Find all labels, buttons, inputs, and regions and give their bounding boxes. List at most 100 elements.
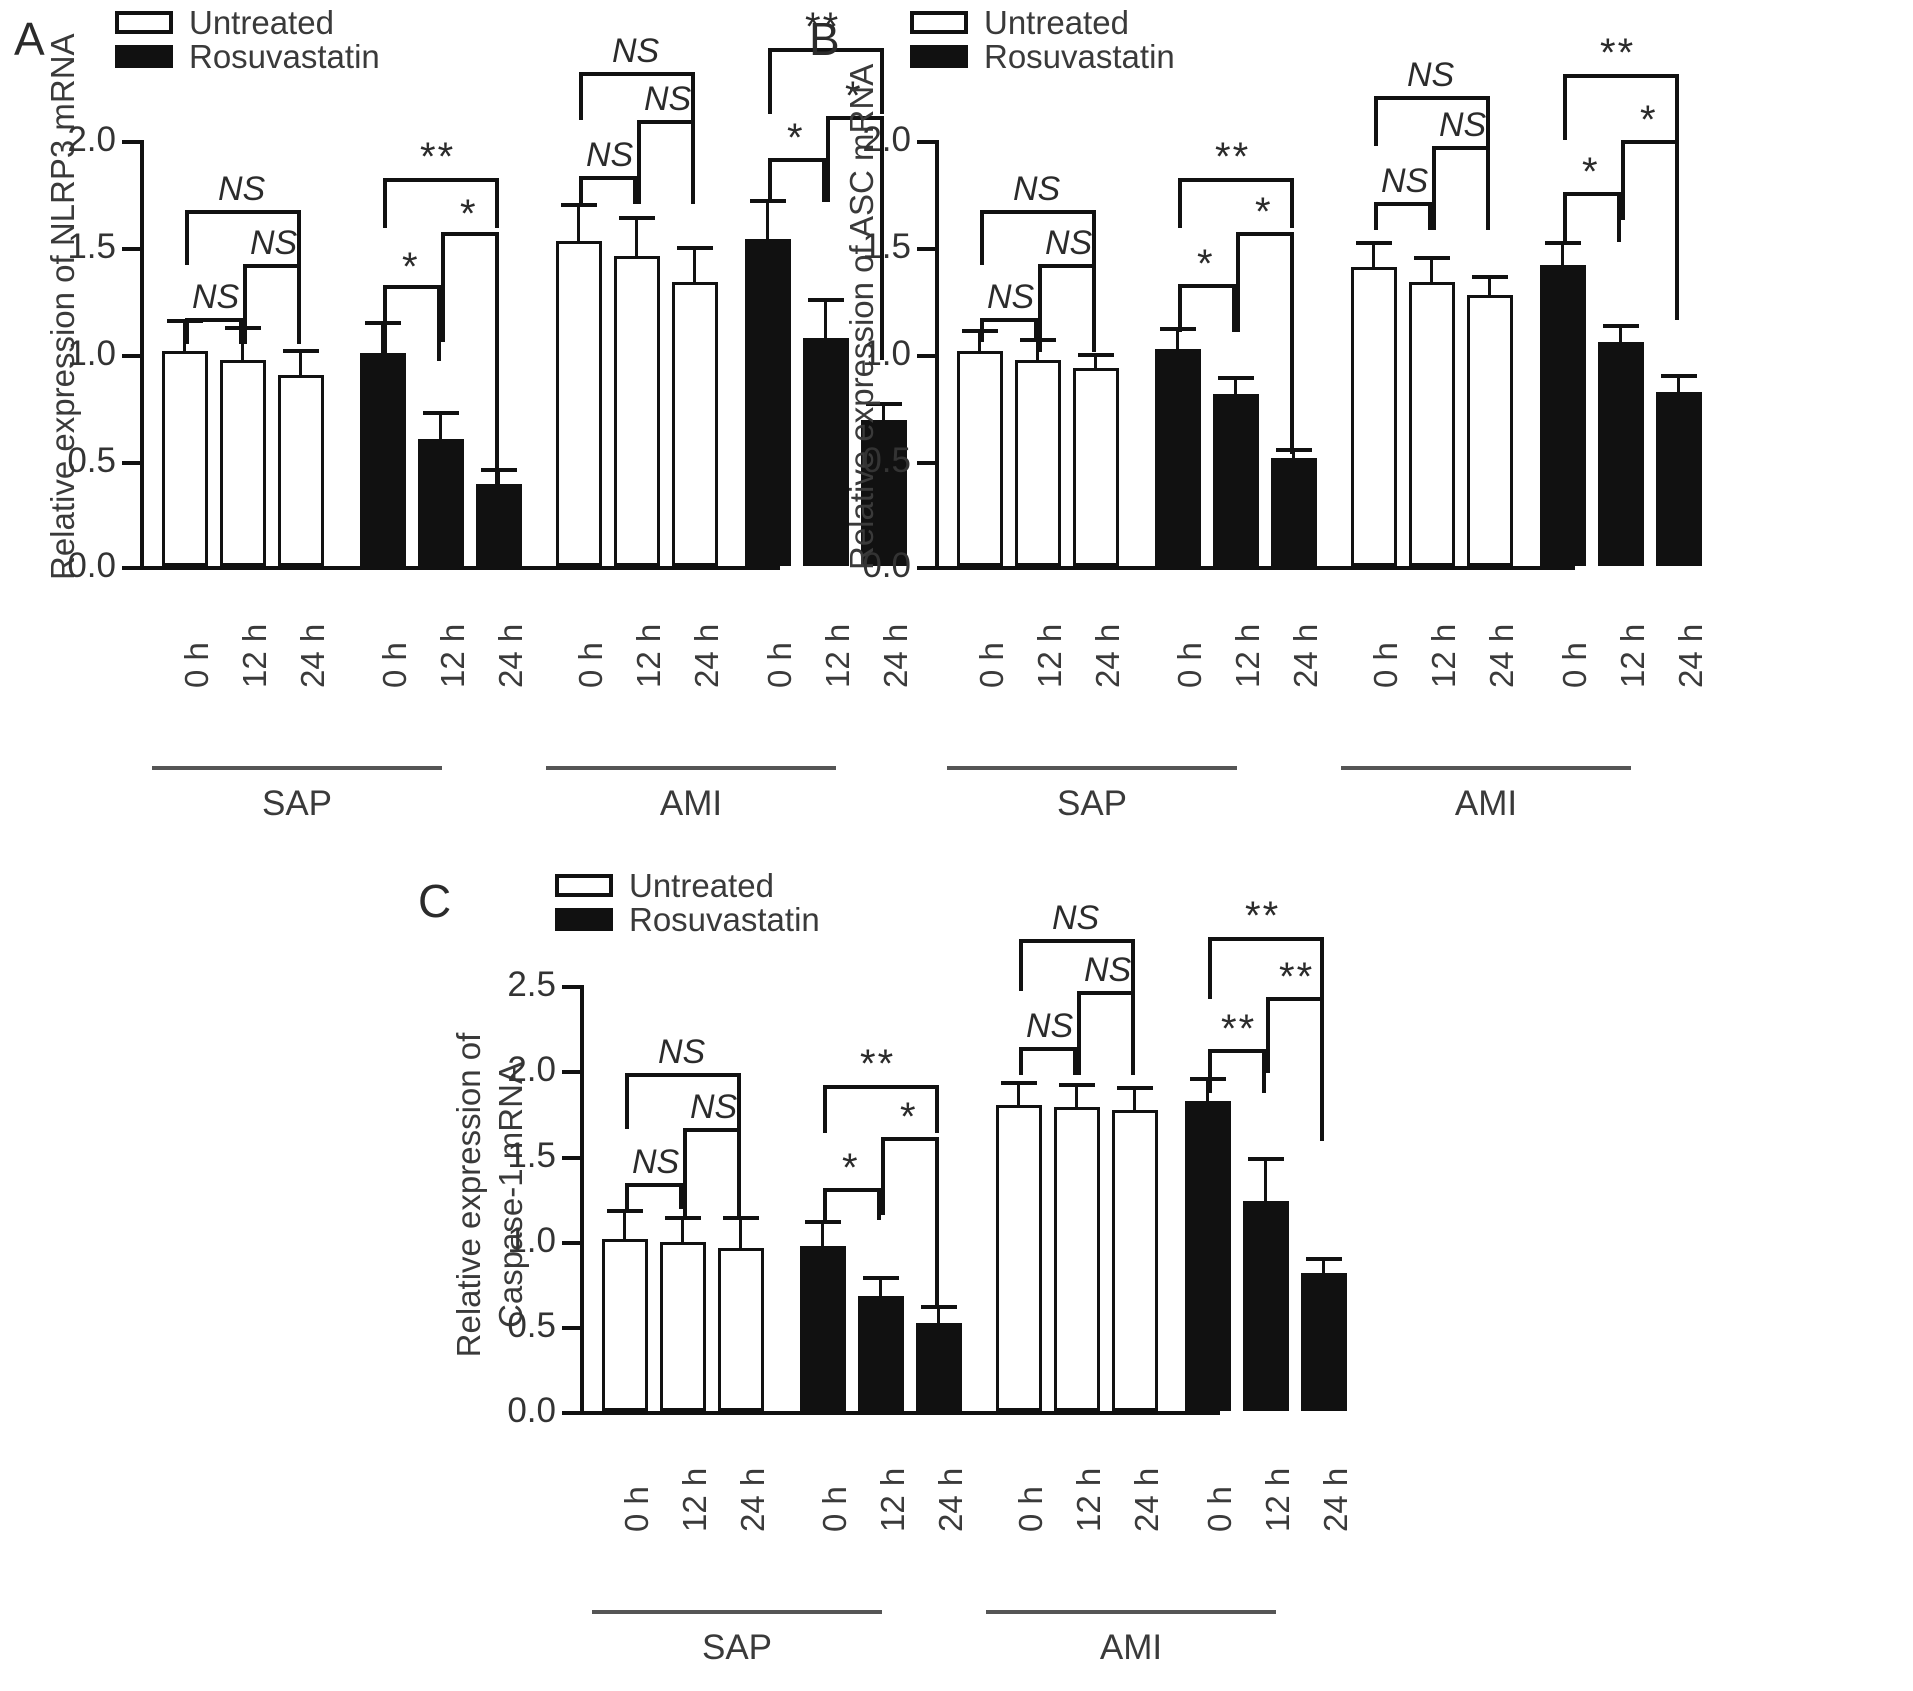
xtick-c-amir-12h: 12 h bbox=[1259, 1467, 1296, 1532]
errorbar-sap-rosuvastatin-24h bbox=[1292, 450, 1295, 458]
panel-b-ticklabel-1: 0.5 bbox=[862, 441, 911, 480]
panel-c-tick-0.5 bbox=[562, 1326, 580, 1330]
sigbracket-c-sap-u-0-12 bbox=[625, 1183, 683, 1209]
errorbar-ami-rosuvastatin-0h bbox=[1206, 1079, 1209, 1101]
bar-ami-rosuvastatin-12h bbox=[803, 338, 849, 566]
panel-a-x-axis bbox=[140, 566, 780, 570]
panel-a-plot: 2.0 1.5 1.0 0.5 0.0 bbox=[67, 7, 907, 583]
xtick-a-ami-0h: 0 h bbox=[572, 642, 609, 688]
errorbar-ami-rosuvastatin-0h bbox=[1561, 243, 1564, 265]
panel-a-y-axis bbox=[140, 140, 144, 570]
panel-b-plot: 2.0 1.5 1.0 0.5 0.0 bbox=[862, 33, 1702, 583]
panel-b-ticklabel-0: 0.0 bbox=[862, 546, 911, 585]
bar-sap-untreated-24h bbox=[718, 1248, 764, 1411]
bar-sap-untreated-0h bbox=[957, 351, 1003, 566]
bar-sap-untreated-12h bbox=[660, 1242, 706, 1411]
errorbar-ami-untreated-12h bbox=[1075, 1085, 1078, 1107]
panel-b-tick-1.5 bbox=[917, 247, 935, 251]
errorcap-ami-rosuvastatin-0h bbox=[1545, 241, 1581, 245]
panel-c-tick-2.5 bbox=[562, 985, 580, 989]
errorbar-sap-rosuvastatin-0h bbox=[381, 323, 384, 353]
panel-b-tick-0.5 bbox=[917, 461, 935, 465]
siglabel-b-sap-r-0-24: ** bbox=[1215, 135, 1251, 179]
sigbracket-b-ami-u-0-24 bbox=[1374, 96, 1490, 146]
errorcap-ami-rosuvastatin-24h bbox=[1306, 1257, 1342, 1261]
errorbar-ami-rosuvastatin-24h bbox=[1677, 376, 1680, 392]
errorcap-ami-untreated-12h bbox=[619, 216, 655, 220]
sigbracket-a-sap-u-0-12 bbox=[185, 318, 243, 344]
siglabel-b-ami-r-12-24: * bbox=[1640, 98, 1658, 142]
panel-c-tick-1.0 bbox=[562, 1241, 580, 1245]
errorcap-sap-rosuvastatin-24h bbox=[481, 468, 517, 472]
sigbracket-a-ami-r-0-24 bbox=[768, 48, 884, 114]
bar-ami-rosuvastatin-24h bbox=[1656, 392, 1702, 566]
siglabel-c-sap-u-0-12: NS bbox=[632, 1143, 680, 1181]
sigbracket-c-ami-u-12-24 bbox=[1077, 991, 1135, 1075]
panel-a-ticklabel-4: 2.0 bbox=[67, 120, 116, 159]
siglabel-b-ami-r-0-24: ** bbox=[1600, 31, 1636, 75]
legend-label-rosuvastatin: Rosuvastatin bbox=[629, 900, 820, 938]
sigbracket-a-ami-r-0-12 bbox=[768, 158, 826, 202]
panel-b-tick-1.0 bbox=[917, 354, 935, 358]
sigbracket-a-ami-r-12-24 bbox=[826, 116, 884, 360]
bar-sap-untreated-24h bbox=[1073, 368, 1119, 566]
bar-ami-rosuvastatin-0h bbox=[745, 239, 791, 566]
siglabel-a-sap-r-12-24: * bbox=[460, 192, 478, 236]
panel-a-tick-2.0 bbox=[122, 140, 140, 144]
siglabel-c-ami-r-0-12: ** bbox=[1221, 1007, 1257, 1051]
xtick-c-ami-12h: 12 h bbox=[1070, 1467, 1107, 1532]
legend-row-rosuvastatin: Rosuvastatin bbox=[115, 39, 380, 73]
xtick-b-sapr-24h: 24 h bbox=[1287, 623, 1324, 688]
legend-label-rosuvastatin: Rosuvastatin bbox=[189, 37, 380, 75]
errorcap-sap-rosuvastatin-24h bbox=[921, 1305, 957, 1309]
xtick-b-amir-24h: 24 h bbox=[1672, 623, 1709, 688]
panel-c-ticklabel-5: 2.5 bbox=[507, 965, 556, 1004]
legend-row-untreated: Untreated bbox=[555, 868, 820, 902]
errorcap-ami-untreated-0h bbox=[1001, 1081, 1037, 1085]
sigbracket-c-ami-r-0-24 bbox=[1208, 937, 1324, 999]
sigbracket-c-ami-u-0-24 bbox=[1019, 939, 1135, 991]
errorbar-ami-rosuvastatin-12h bbox=[824, 300, 827, 338]
bar-ami-rosuvastatin-24h bbox=[861, 420, 907, 566]
group-label-b-ami: AMI bbox=[1454, 784, 1518, 823]
errorbar-sap-rosuvastatin-12h bbox=[439, 413, 442, 439]
legend-row-untreated: Untreated bbox=[910, 5, 1175, 39]
bar-ami-rosuvastatin-12h bbox=[1598, 342, 1644, 566]
errorcap-sap-untreated-12h bbox=[665, 1216, 701, 1220]
sigbracket-a-sap-u-0-24 bbox=[185, 210, 301, 265]
legend-swatch-rosuvastatin-icon bbox=[115, 44, 173, 68]
errorbar-sap-rosuvastatin-12h bbox=[1234, 378, 1237, 394]
group-label-c-sap: SAP bbox=[701, 1628, 773, 1667]
xtick-b-ami-24h: 24 h bbox=[1483, 623, 1520, 688]
errorbar-sap-untreated-24h bbox=[1094, 355, 1097, 368]
group-label-a-ami: AMI bbox=[659, 784, 723, 823]
bar-sap-untreated-0h bbox=[162, 351, 208, 566]
panel-b-y-axis bbox=[935, 140, 939, 570]
panel-a-tick-1.0 bbox=[122, 354, 140, 358]
errorcap-ami-untreated-12h bbox=[1059, 1083, 1095, 1087]
panel-b-tick-0.0 bbox=[917, 566, 935, 570]
errorbar-sap-untreated-0h bbox=[183, 321, 186, 351]
sigbracket-b-sap-u-0-24 bbox=[980, 210, 1096, 265]
siglabel-a-sap-u-0-12: NS bbox=[192, 278, 240, 316]
xtick-a-sapr-12h: 12 h bbox=[434, 623, 471, 688]
errorbar-ami-untreated-0h bbox=[1017, 1083, 1020, 1105]
panel-c-letter: C bbox=[418, 875, 452, 927]
panel-a-letter: A bbox=[14, 13, 45, 65]
errorbar-ami-rosuvastatin-24h bbox=[1322, 1259, 1325, 1273]
siglabel-b-sap-r-0-12: * bbox=[1197, 242, 1215, 286]
bar-sap-rosuvastatin-12h bbox=[858, 1296, 904, 1411]
errorbar-ami-rosuvastatin-24h bbox=[882, 404, 885, 420]
panel-c-ticklabel-4: 2.0 bbox=[507, 1050, 556, 1089]
sigbracket-c-sap-u-0-24 bbox=[625, 1073, 741, 1129]
sigbracket-b-sap-r-12-24 bbox=[1236, 232, 1294, 454]
panel-c-ticklabel-3: 1.5 bbox=[507, 1136, 556, 1175]
errorbar-ami-rosuvastatin-12h bbox=[1619, 326, 1622, 342]
xtick-b-sap-24h: 24 h bbox=[1089, 623, 1126, 688]
siglabel-a-sap-u-0-24: NS bbox=[218, 170, 266, 208]
siglabel-c-sap-r-0-24: ** bbox=[860, 1042, 896, 1086]
legend-swatch-untreated-icon bbox=[910, 10, 968, 34]
legend-label-rosuvastatin: Rosuvastatin bbox=[984, 37, 1175, 75]
siglabel-b-sap-u-12-24: NS bbox=[1045, 224, 1093, 262]
panel-a: A Untreated Rosuvastatin Relative expres… bbox=[0, 0, 914, 850]
